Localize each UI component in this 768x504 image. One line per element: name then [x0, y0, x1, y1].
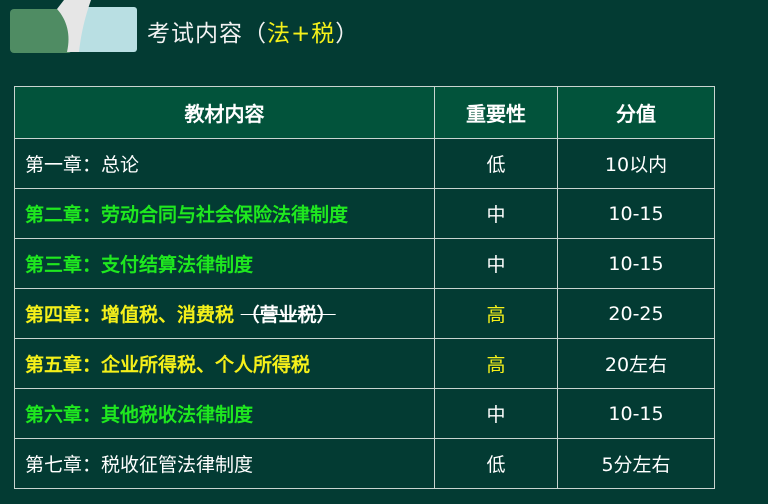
importance-cell: 中 — [434, 388, 558, 439]
importance-cell: 低 — [434, 138, 558, 189]
table-row: 第五章：企业所得税、个人所得税 高 20左右 — [14, 338, 715, 389]
score-cell: 10以内 — [557, 138, 715, 189]
chapter-cell: 第三章：支付结算法律制度 — [14, 238, 435, 289]
score-cell: 5分左右 — [557, 438, 715, 489]
importance-cell: 高 — [434, 288, 558, 339]
table-row: 第一章：总论 低 10以内 — [14, 138, 715, 189]
chapter-cell: 第一章：总论 — [14, 138, 435, 189]
chapter-name: 第二章：劳动合同与社会保险法律制度 — [25, 204, 349, 226]
chapter-name: 第七章：税收征管法律制度 — [25, 454, 254, 476]
importance-cell: 中 — [434, 188, 558, 239]
importance-cell: 中 — [434, 238, 558, 289]
chapter-cell: 第六章：其他税收法律制度 — [14, 388, 435, 439]
header-importance: 重要性 — [434, 86, 558, 139]
table-row: 第二章：劳动合同与社会保险法律制度 中 10-15 — [14, 188, 715, 239]
slide-title: 考试内容（法+税） — [147, 21, 360, 47]
table-row: 第七章：税收征管法律制度 低 5分左右 — [14, 438, 715, 489]
score-cell: 10-15 — [557, 188, 715, 239]
header-content: 教材内容 — [14, 86, 435, 139]
importance-cell: 低 — [434, 438, 558, 489]
score-cell: 10-15 — [557, 238, 715, 289]
chapter-name: 第三章：支付结算法律制度 — [25, 254, 254, 276]
chapter-cell: 第五章：企业所得税、个人所得税 — [14, 338, 435, 389]
header-score: 分值 — [557, 86, 715, 139]
chapter-name: 第四章：增值税、消费税 — [25, 304, 235, 326]
score-cell: 10-15 — [557, 388, 715, 439]
chapter-name: 第六章：其他税收法律制度 — [25, 404, 254, 426]
importance-cell: 高 — [434, 338, 558, 389]
table-row: 第四章：增值税、消费税 （营业税） 高 20-25 — [14, 288, 715, 339]
score-cell: 20-25 — [557, 288, 715, 339]
table-row: 第六章：其他税收法律制度 中 10-15 — [14, 388, 715, 439]
slide-tab-logo-icon — [10, 0, 137, 53]
table-row: 第三章：支付结算法律制度 中 10-15 — [14, 238, 715, 289]
struck-text: （营业税） — [240, 304, 336, 326]
chapter-name: 第五章：企业所得税、个人所得税 — [25, 354, 311, 376]
chapter-cell: 第七章：税收征管法律制度 — [14, 438, 435, 489]
chapter-cell: 第四章：增值税、消费税 （营业税） — [14, 288, 435, 339]
chapter-cell: 第二章：劳动合同与社会保险法律制度 — [14, 188, 435, 239]
chapter-name: 第一章：总论 — [25, 154, 140, 176]
exam-content-table: 教材内容 重要性 分值 第一章：总论 低 10以内 第二章：劳动合同与社会保险法律… — [14, 86, 715, 489]
table-header-row: 教材内容 重要性 分值 — [14, 86, 715, 139]
score-cell: 20左右 — [557, 338, 715, 389]
